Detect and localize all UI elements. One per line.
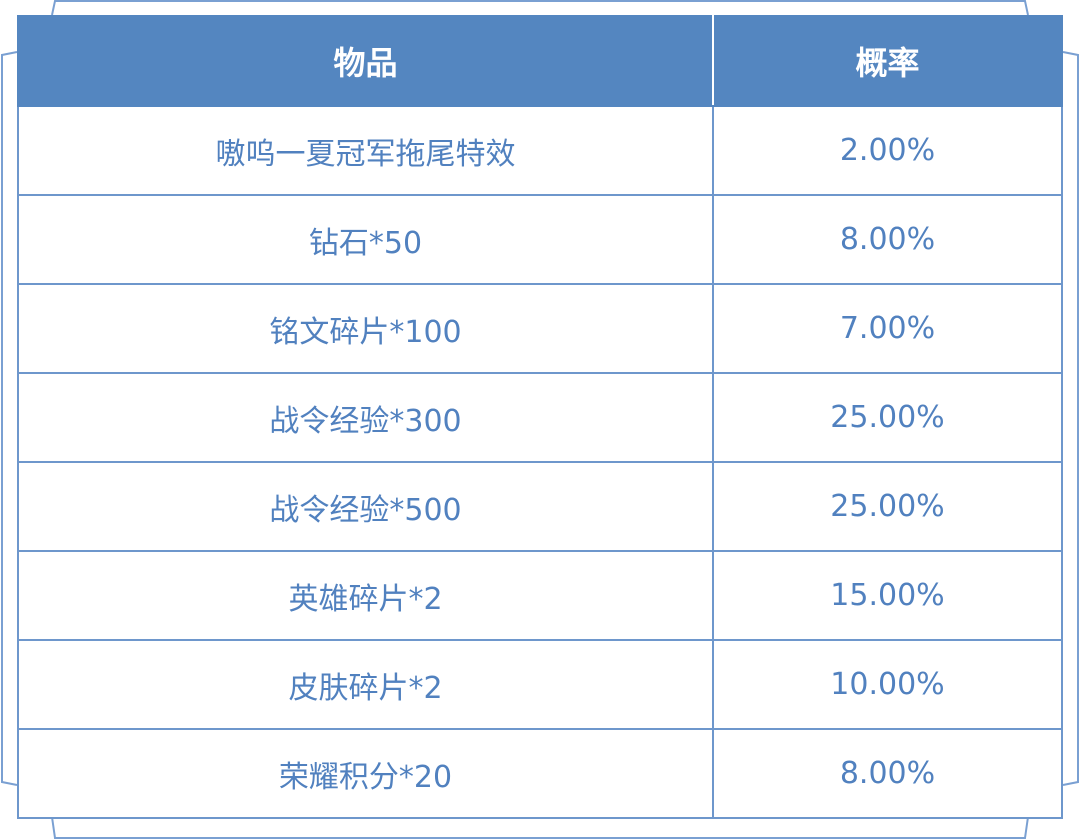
item-cell: 战令经验*300	[17, 372, 714, 463]
probability-cell: 10.00%	[712, 639, 1063, 730]
table-row: 钻石*50 8.00%	[17, 194, 1063, 285]
item-cell: 英雄碎片*2	[17, 550, 714, 641]
probability-cell: 15.00%	[712, 550, 1063, 641]
table-row: 皮肤碎片*2 10.00%	[17, 639, 1063, 730]
table-row: 嗷呜一夏冠军拖尾特效 2.00%	[17, 105, 1063, 196]
table-row: 战令经验*300 25.00%	[17, 372, 1063, 463]
probability-table: 物品 概率 嗷呜一夏冠军拖尾特效 2.00% 钻石*50 8.00% 铭文碎片*100 7…	[17, 15, 1063, 819]
table-row: 荣耀积分*20 8.00%	[17, 728, 1063, 819]
header-probability: 概率	[712, 15, 1063, 107]
probability-cell: 25.00%	[712, 372, 1063, 463]
item-cell: 皮肤碎片*2	[17, 639, 714, 730]
table-row: 英雄碎片*2 15.00%	[17, 550, 1063, 641]
item-cell: 铭文碎片*100	[17, 283, 714, 374]
table-row: 铭文碎片*100 7.00%	[17, 283, 1063, 374]
header-item: 物品	[17, 15, 714, 107]
table-row: 战令经验*500 25.00%	[17, 461, 1063, 552]
table-header-row: 物品 概率	[17, 15, 1063, 107]
probability-cell: 25.00%	[712, 461, 1063, 552]
item-cell: 钻石*50	[17, 194, 714, 285]
probability-cell: 8.00%	[712, 728, 1063, 819]
probability-cell: 7.00%	[712, 283, 1063, 374]
item-cell: 嗷呜一夏冠军拖尾特效	[17, 105, 714, 196]
item-cell: 荣耀积分*20	[17, 728, 714, 819]
item-cell: 战令经验*500	[17, 461, 714, 552]
probability-cell: 2.00%	[712, 105, 1063, 196]
probability-cell: 8.00%	[712, 194, 1063, 285]
